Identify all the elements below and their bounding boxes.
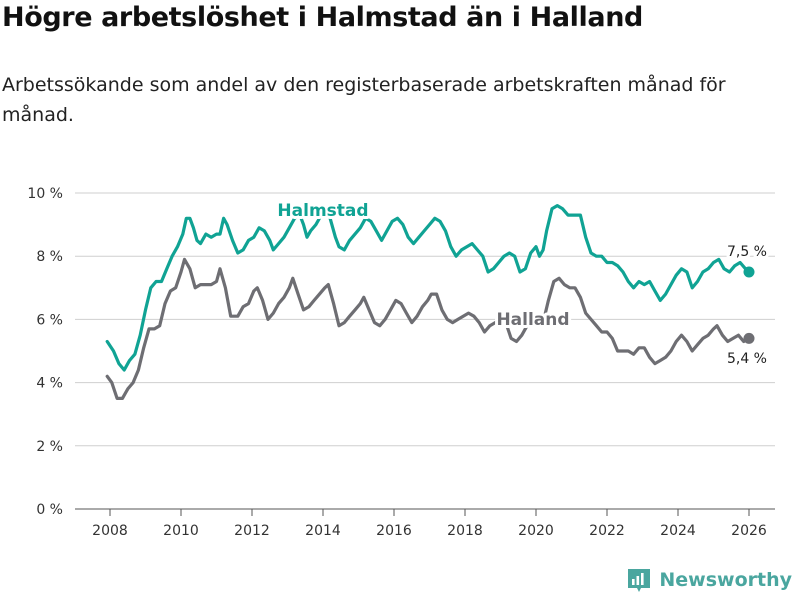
y-axis: 0 % 2 % 4 % 6 % 8 % 10 %	[27, 186, 63, 518]
x-tick-label: 2024	[660, 523, 696, 539]
series-label-halmstad-halo: Halmstad	[277, 201, 368, 221]
x-tick-label: 2026	[731, 523, 767, 539]
series-lines	[105, 204, 755, 400]
page-title: Högre arbetslöshet i Halmstad än i Halla…	[2, 2, 643, 33]
y-tick-label: 10 %	[27, 186, 63, 202]
series-label-halland: Halland	[496, 310, 569, 330]
y-tick-label: 2 %	[36, 439, 63, 455]
y-tick-label: 4 %	[36, 376, 63, 392]
y-tick-label: 8 %	[36, 249, 63, 265]
x-axis: 2008 2010 2012 2014 2016 2018 2020 2022 2024 2026	[92, 509, 767, 539]
brand-name: Newsworthy	[659, 569, 792, 591]
grid-lines	[75, 192, 775, 510]
newsworthy-logo-icon	[628, 569, 651, 592]
x-tick-label: 2014	[305, 523, 341, 539]
x-tick-label: 2018	[447, 523, 483, 539]
x-tick-label: 2008	[92, 523, 128, 539]
series-line-halland	[105, 257, 751, 400]
end-value-halland: 5,4 %	[727, 351, 767, 367]
end-value-halland-halo: 5,4 %	[727, 351, 767, 367]
y-tick-label: 0 %	[36, 502, 63, 518]
y-tick-label: 6 %	[36, 312, 63, 328]
series-label-halmstad: Halmstad	[277, 201, 368, 221]
series-line-halmstad	[105, 204, 751, 372]
x-tick-label: 2022	[589, 523, 625, 539]
newsworthy-brand: Newsworthy	[626, 567, 792, 593]
x-tick-label: 2016	[376, 523, 412, 539]
x-tick-label: 2010	[163, 523, 199, 539]
end-value-halmstad-halo: 7,5 %	[727, 244, 767, 260]
end-point-halland	[743, 332, 755, 344]
end-point-halmstad	[743, 266, 755, 278]
page-subtitle: Arbetssökande som andel av den registerb…	[2, 74, 726, 126]
end-value-halmstad: 7,5 %	[727, 244, 767, 260]
x-tick-label: 2012	[234, 523, 270, 539]
series-label-halland-halo: Halland	[496, 310, 569, 330]
x-tick-label: 2020	[518, 523, 554, 539]
